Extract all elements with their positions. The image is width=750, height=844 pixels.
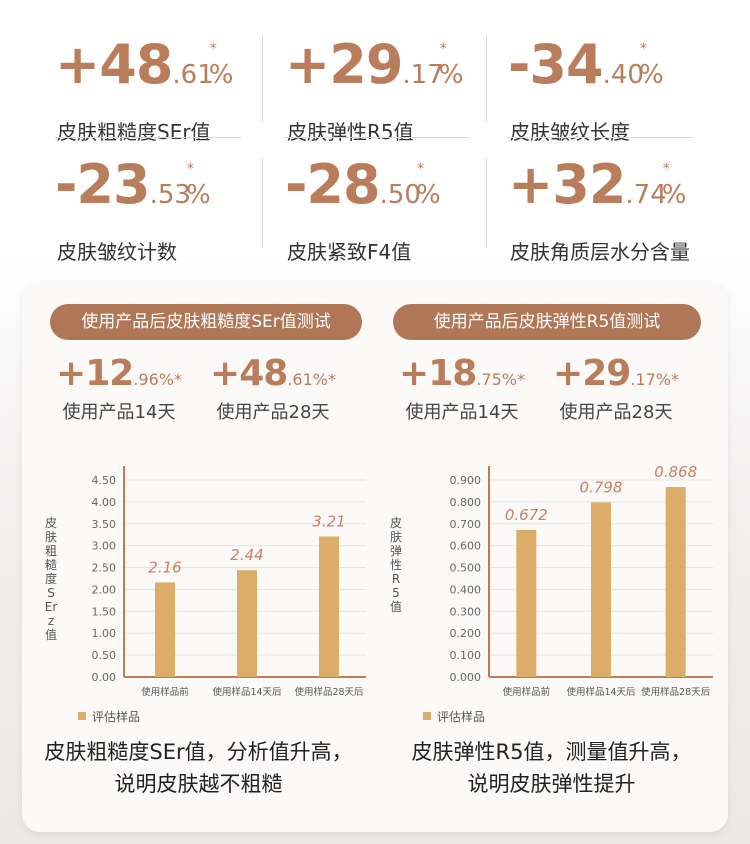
roughness-14d: +12.96%* 使用产品14天 xyxy=(44,352,194,423)
stat-label: 皮肤皱纹计数 xyxy=(57,240,177,264)
y-tick-label: 0.000 xyxy=(450,671,482,684)
bar xyxy=(665,487,686,677)
mini-value: +18.75%* xyxy=(399,353,525,394)
y-tick-label: 4.00 xyxy=(92,496,117,509)
stat-value: -34.40*% xyxy=(508,33,664,96)
y-tick-label: 2.00 xyxy=(92,583,117,596)
elasticity-legend: 评估样品 xyxy=(423,708,485,725)
x-tick-label: 使用样品前 xyxy=(503,686,551,698)
data-label: 0.868 xyxy=(654,463,697,481)
stat-firmness: -28.50*% 皮肤紧致F4值 xyxy=(285,150,515,264)
stat-label: 皮肤粗糙度SEr值 xyxy=(57,120,211,144)
stat-label: 皮肤角质层水分含量 xyxy=(510,240,690,264)
data-label: 2.16 xyxy=(148,558,181,576)
elasticity-conclusion: 皮肤弹性R5值，测量值升高， 说明皮肤弹性提升 xyxy=(411,740,692,796)
stat-value: -23.53*% xyxy=(55,153,211,216)
mini-value: +48.61%* xyxy=(210,353,336,394)
roughness-test-column: 使用产品后皮肤粗糙度SEr值测试 +12.96%* 使用产品14天 +48.61… xyxy=(22,284,375,832)
stats-grid: +48.61*% 皮肤粗糙度SEr值 +29.17*% 皮肤弹性R5值 -34.… xyxy=(0,0,750,264)
divider xyxy=(486,36,487,122)
divider xyxy=(55,137,241,138)
y-tick-label: 0.700 xyxy=(450,518,482,531)
bar xyxy=(155,582,175,677)
elasticity-chart: 0.000 0.100 0.200 0.300 0.400 0.500 0.600 0.700… xyxy=(407,460,717,700)
elasticity-14d: +18.75%* 使用产品14天 xyxy=(387,352,537,423)
data-label: 3.21 xyxy=(312,512,345,530)
divider xyxy=(262,158,263,248)
stat-elasticity: +29.17*% 皮肤弹性R5值 xyxy=(285,30,515,144)
stat-value: +29.17*% xyxy=(285,33,464,96)
divider xyxy=(262,36,263,122)
stat-label: 皮肤紧致F4值 xyxy=(287,240,412,264)
mini-value: +12.96%* xyxy=(56,353,182,394)
elasticity-test-column: 使用产品后皮肤弹性R5值测试 +18.75%* 使用产品14天 +29.17%*… xyxy=(375,284,728,832)
test-results-panel: 使用产品后皮肤粗糙度SEr值测试 +12.96%* 使用产品14天 +48.61… xyxy=(22,284,728,832)
data-label: 0.798 xyxy=(580,478,623,496)
data-label: 2.44 xyxy=(230,546,263,564)
roughness-conclusion: 皮肤粗糙度SEr值，分析值升高， 说明皮肤越不粗糙 xyxy=(44,740,353,796)
y-tick-label: 3.00 xyxy=(92,540,117,553)
y-tick-label: 0.00 xyxy=(92,671,117,684)
y-tick-label: 0.200 xyxy=(450,627,482,640)
roughness-test-title: 使用产品后皮肤粗糙度SEr值测试 xyxy=(50,304,362,340)
mini-label: 使用产品28天 xyxy=(216,402,330,423)
y-tick-label: 0.50 xyxy=(92,649,117,662)
roughness-y-axis-label: 皮肤粗糙度SEr z值 xyxy=(44,516,58,642)
stat-wrinkle-count: -23.53*% 皮肤皱纹计数 xyxy=(55,150,285,264)
x-tick-label: 使用样品前 xyxy=(141,686,189,698)
x-tick-label: 使用样品14天后 xyxy=(212,686,282,698)
mini-value: +29.17%* xyxy=(553,353,679,394)
elasticity-test-title: 使用产品后皮肤弹性R5值测试 xyxy=(393,304,701,340)
y-tick-label: 0.300 xyxy=(450,605,482,618)
roughness-legend: 评估样品 xyxy=(78,708,140,725)
y-tick-label: 0.100 xyxy=(450,649,482,662)
x-tick-label: 使用样品28天后 xyxy=(294,686,364,698)
y-tick-label: 0.400 xyxy=(450,583,482,596)
y-tick-label: 0.600 xyxy=(450,540,482,553)
stat-wrinkle-length: -34.40*% 皮肤皱纹长度 xyxy=(508,30,738,144)
y-tick-label: 1.50 xyxy=(92,605,117,618)
x-tick-label: 使用样品14天后 xyxy=(566,686,636,698)
y-tick-label: 2.50 xyxy=(92,562,117,575)
stat-value: +32.74*% xyxy=(508,153,687,216)
roughness-chart: 0.00 0.50 1.00 1.50 2.00 2.50 3.00 3.50 4.00 4.50… xyxy=(66,460,366,700)
y-tick-label: 0.800 xyxy=(450,496,482,509)
roughness-28d: +48.61%* 使用产品28天 xyxy=(198,352,348,423)
divider xyxy=(508,137,694,138)
bar xyxy=(591,502,611,677)
mini-label: 使用产品14天 xyxy=(405,402,519,423)
divider xyxy=(283,137,469,138)
roughness-chart-svg: 0.00 0.50 1.00 1.50 2.00 2.50 3.00 3.50 4.00 4.50… xyxy=(92,466,366,698)
bar xyxy=(516,529,537,677)
stat-value: -28.50*% xyxy=(285,153,441,216)
mini-label: 使用产品14天 xyxy=(62,402,176,423)
stat-hydration: +32.74*% 皮肤角质层水分含量 xyxy=(508,150,738,264)
legend-swatch xyxy=(78,712,86,720)
y-tick-label: 0.900 xyxy=(450,474,482,487)
y-tick-label: 1.00 xyxy=(92,627,117,640)
mini-label: 使用产品28天 xyxy=(559,402,673,423)
divider xyxy=(486,158,487,248)
elasticity-28d: +29.17%* 使用产品28天 xyxy=(541,352,691,423)
y-tick-label: 0.500 xyxy=(450,562,482,575)
y-tick-label: 4.50 xyxy=(92,474,117,487)
bar xyxy=(319,536,339,677)
bar xyxy=(237,570,257,677)
stat-label: 皮肤皱纹长度 xyxy=(510,120,630,144)
data-label: 0.672 xyxy=(505,506,548,524)
elasticity-chart-svg: 0.000 0.100 0.200 0.300 0.400 0.500 0.600 0.700… xyxy=(450,463,713,698)
stat-label: 皮肤弹性R5值 xyxy=(287,120,414,144)
stat-roughness: +48.61*% 皮肤粗糙度SEr值 xyxy=(55,30,285,144)
y-tick-label: 3.50 xyxy=(92,518,117,531)
legend-swatch xyxy=(423,712,431,720)
x-tick-label: 使用样品28天后 xyxy=(641,686,711,698)
elasticity-y-axis-label: 皮肤弹性R5值 xyxy=(389,516,402,614)
stat-value: +48.61*% xyxy=(55,33,234,96)
